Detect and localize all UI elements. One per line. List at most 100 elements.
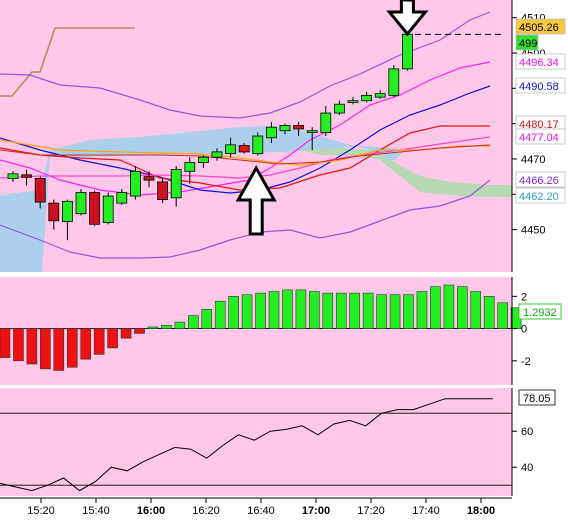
candle-body <box>75 192 87 215</box>
oscillator-bar <box>188 315 199 329</box>
lagging-line <box>0 27 135 97</box>
cloud-band-blue <box>0 126 405 272</box>
x-tick-label: 17:00 <box>302 505 330 517</box>
price-tag-box <box>515 187 566 204</box>
oscillator-bar <box>214 300 226 329</box>
oscillator-panel: -2 0 2 1.2932 <box>0 277 562 385</box>
oscillator-bar <box>295 289 307 329</box>
price-panel: 44504460447044804490450045104505.2649944… <box>0 0 566 272</box>
candle-body <box>347 100 359 103</box>
price-tag: 4490.58 <box>519 81 559 93</box>
candle-body <box>21 174 33 178</box>
candle-body <box>143 176 155 181</box>
x-tick-label: 17:20 <box>357 505 385 517</box>
rsi-line <box>0 398 493 492</box>
oscillator-bar <box>309 291 320 329</box>
price-tag: 4505.26 <box>519 22 559 34</box>
y-tick-label: 4470 <box>521 154 545 166</box>
price-tag: 4496.34 <box>519 57 559 69</box>
oscillator-bar <box>362 292 374 329</box>
oscillator-bar <box>456 286 468 329</box>
oscillator-value-box <box>518 303 562 320</box>
oscillator-bar <box>282 289 293 329</box>
oscillator-bar <box>241 294 253 329</box>
price-tag: 4480.17 <box>519 119 559 131</box>
candle-body <box>170 169 182 199</box>
price-tag-box <box>515 53 566 70</box>
oscillator-value: 1.2932 <box>523 307 557 319</box>
oscillator-bar <box>134 328 145 334</box>
oscillator-bar <box>161 325 172 329</box>
oscillator-bar <box>66 328 78 368</box>
price-tag-box <box>515 77 566 94</box>
rsi-panel: 40 60 78.05 <box>0 388 556 496</box>
x-axis: 15:20 15:40 16:00 16:20 16:40 17:00 17:20 17:40… <box>0 497 512 517</box>
oscillator-bar <box>53 328 65 371</box>
oscillator-bar <box>255 292 266 329</box>
x-tick-label: 16:40 <box>247 505 275 517</box>
x-tick-label: 15:20 <box>27 505 55 517</box>
oscillator-bar <box>107 328 118 349</box>
price-tag-box <box>515 171 566 188</box>
candle-body <box>374 93 386 98</box>
x-tick-label: 16:20 <box>192 505 220 517</box>
upper-outer-band <box>0 11 491 119</box>
y-tick-label: 2 <box>521 291 527 303</box>
candle-body <box>265 126 277 139</box>
oscillator-bar <box>483 296 495 329</box>
oscillator-bar <box>201 308 213 329</box>
oscillator-bar <box>389 294 401 329</box>
candle-body <box>116 192 128 204</box>
oscillator-bar <box>174 321 186 329</box>
oscillator-bar <box>40 328 51 370</box>
arrow-up-annotation <box>235 164 277 236</box>
oscillator-bar <box>120 328 132 339</box>
candle-body <box>62 200 73 222</box>
candle-body <box>293 125 305 130</box>
oscillator-bar <box>0 328 11 358</box>
oscillator-bar <box>268 291 280 329</box>
oscillator-bar <box>416 291 428 329</box>
oscillator-bar <box>322 292 334 329</box>
oscillator-bar <box>13 328 24 362</box>
candle-body <box>102 195 114 223</box>
y-tick-label: 60 <box>521 426 533 438</box>
oscillator-bar <box>228 296 239 329</box>
y-tick-label: 40 <box>521 462 533 474</box>
oscillator-bar <box>335 292 347 329</box>
oscillator-bar <box>470 291 482 329</box>
rsi-plot-bg <box>0 388 512 496</box>
oscillator-bar <box>497 302 508 329</box>
candle-body <box>388 68 400 96</box>
price-tag: 4462.20 <box>519 191 559 203</box>
y-tick-label: 4450 <box>521 225 545 237</box>
candle-body <box>197 156 209 163</box>
oscillator-bar <box>349 292 361 329</box>
oscillator-bar <box>93 328 105 355</box>
candle-body <box>252 135 264 155</box>
rsi-value-box <box>518 389 556 406</box>
candle-body <box>401 33 413 70</box>
price-tag: 4466.26 <box>519 175 559 187</box>
price-tag: 4477.04 <box>519 132 559 144</box>
candle-body <box>48 202 60 222</box>
x-tick-label: 18:00 <box>467 505 495 517</box>
oscillator-bar <box>376 294 387 329</box>
oscillator-bar <box>443 284 455 329</box>
candle-body <box>225 144 237 155</box>
base-line <box>0 144 491 165</box>
candle-body <box>279 125 291 132</box>
upper-inner-band <box>0 61 491 196</box>
candle-body <box>333 103 345 114</box>
price-tag-box <box>515 128 566 145</box>
candle-body <box>320 112 332 133</box>
y-tick-label: 0 <box>521 324 527 336</box>
oscillator-bar <box>430 286 441 329</box>
x-tick-label: 15:40 <box>82 505 110 517</box>
candle-body <box>184 162 196 172</box>
candle-body <box>238 145 250 153</box>
x-tick-label: 16:00 <box>137 505 165 517</box>
candle-body <box>129 170 141 197</box>
price-tag-box <box>515 34 539 51</box>
